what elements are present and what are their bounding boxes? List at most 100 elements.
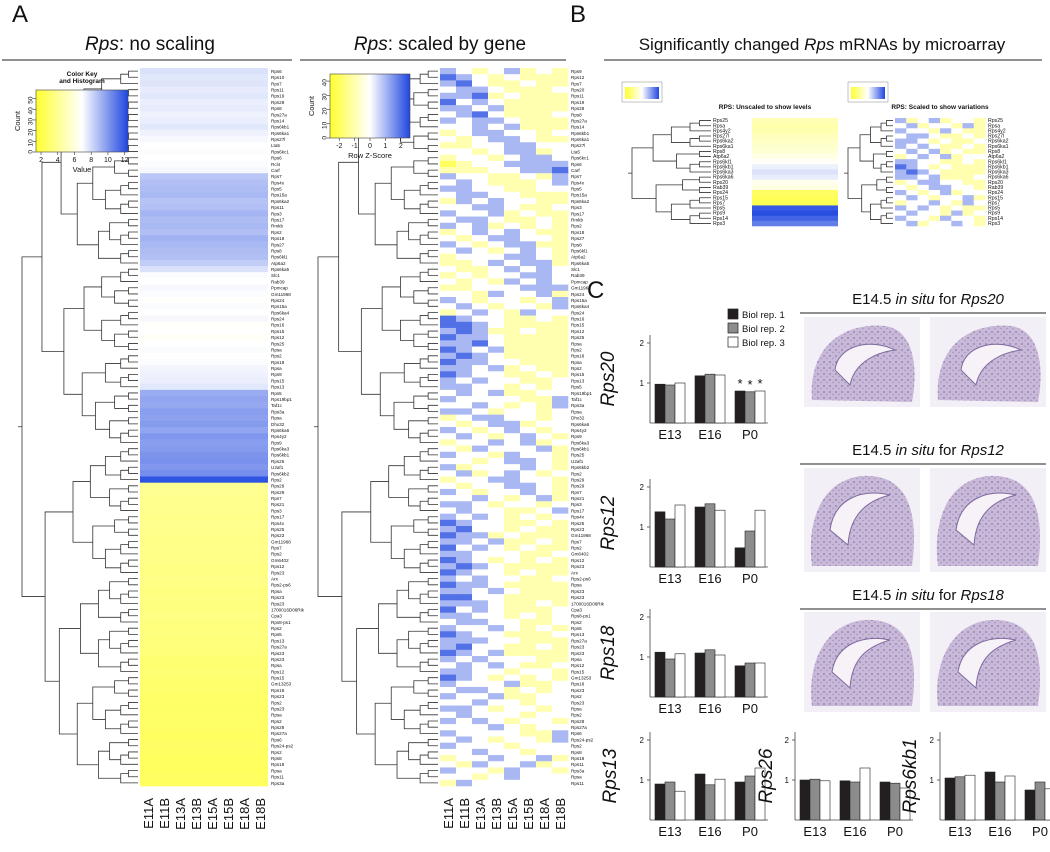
heatmap-cell [536,303,553,310]
column-label: E18B [253,798,268,830]
heatmap-cell [440,136,457,143]
row-label: Rps23 [271,595,285,600]
heatmap-cell [520,649,537,657]
heatmap-cell [456,668,473,675]
heatmap-cell [973,164,986,170]
heatmap-cell [895,169,907,175]
row-label: Rps6 [271,69,282,74]
heatmap-cell [440,625,457,632]
heatmap-cell [973,143,986,150]
heatmap-cell [440,111,457,118]
heatmap-cell [440,191,457,199]
row-label: Rps7 [988,200,1000,206]
row-label: Rps20 [571,88,585,93]
heatmap-cell [536,297,553,304]
heatmap-cell [488,228,505,236]
title-part: : no scaling [119,34,215,55]
heatmap-cell [456,216,473,224]
heatmap-cell [906,190,918,196]
heatmap-cell [906,118,918,124]
bar [734,781,746,821]
heatmap-cell [504,649,521,657]
row-label: Rps18 [271,762,285,767]
heatmap-cell [504,191,521,199]
row-label: Rps6ka3 [713,170,734,176]
heatmap-cell [552,581,569,589]
heatmap-cell [504,544,521,552]
row-label: Rps6kb2 [571,465,590,470]
x-tick-label: E16 [843,824,866,839]
heatmap-row [140,408,268,415]
row-label: Rpsa [271,416,282,421]
heatmap-cell [520,86,537,94]
row-label: Rps11 [271,205,284,210]
heatmap-cell [536,160,553,168]
bar [839,780,851,821]
row-label: Rps6ka5 [271,267,290,272]
heatmap-cell [928,128,941,134]
heatmap-cell [536,191,553,199]
heatmap-cell [472,408,489,415]
heatmap-cell [973,148,986,155]
heatmap-cell [552,327,569,335]
heatmap-cell [440,396,457,403]
heatmap-cell [536,693,553,700]
heatmap-cell [456,451,473,459]
heatmap-cell [440,464,457,471]
heatmap-cell [472,594,489,601]
bar [1024,789,1036,821]
heatmap-cell [504,303,521,310]
heatmap-cell [456,148,473,155]
heatmap-cell [928,148,941,155]
heatmap-cell [552,600,569,607]
row-label: Gm11968 [571,533,591,538]
row-label: Rps28 [571,719,585,724]
row-label: Gm6402 [571,552,589,557]
heatmap-cell [536,148,553,155]
heatmap-cell [504,773,521,781]
heatmap-cell [552,197,569,205]
row-label: Cpa3 [271,614,282,619]
heatmap-cell [552,495,569,502]
heatmap-cell [440,284,457,292]
heatmap-row [140,526,268,533]
heatmap-cell [928,195,941,201]
heatmap-cell [440,631,457,638]
heatmap-row [140,755,268,762]
heatmap-cell [472,284,489,292]
heatmap-cell [504,637,521,644]
heatmap-cell [472,241,489,248]
heatmap-row [140,179,268,186]
heatmap-row [752,154,838,160]
heatmap-cell [520,656,537,663]
row-label: Rps21 [571,496,585,501]
row-label: Rps6ka1 [571,137,590,142]
heatmap-cell [917,205,930,211]
annotation: * [747,377,752,392]
heatmap-row [752,190,838,196]
heatmap-cell [488,711,505,719]
heatmap-cell [488,284,505,292]
heatmap-cell [504,371,521,378]
heatmap-cell [520,693,537,700]
heatmap-title: RPS: Unscaled to show levels [719,104,812,111]
heatmap-cell [504,761,521,768]
heatmap-cell [504,717,521,725]
heatmap-cell [520,309,537,316]
heatmap-cell [440,383,457,391]
heatmap-cell [536,389,553,397]
heatmap-cell [504,711,521,719]
y-tick-label: 1 [930,776,935,785]
x-tick-label: E13 [658,571,681,586]
row-label: Rps12 [571,558,585,563]
heatmap-cell [440,179,457,186]
bar [859,767,871,821]
heatmap-cell [504,736,521,743]
heatmap-row [140,711,268,719]
heatmap-cell [928,205,941,211]
heatmap-cell [440,587,457,595]
row-label: Rps25 [271,459,285,464]
heatmap-cell [440,86,457,94]
heatmap-cell [456,204,473,211]
heatmap-cell [520,185,537,193]
